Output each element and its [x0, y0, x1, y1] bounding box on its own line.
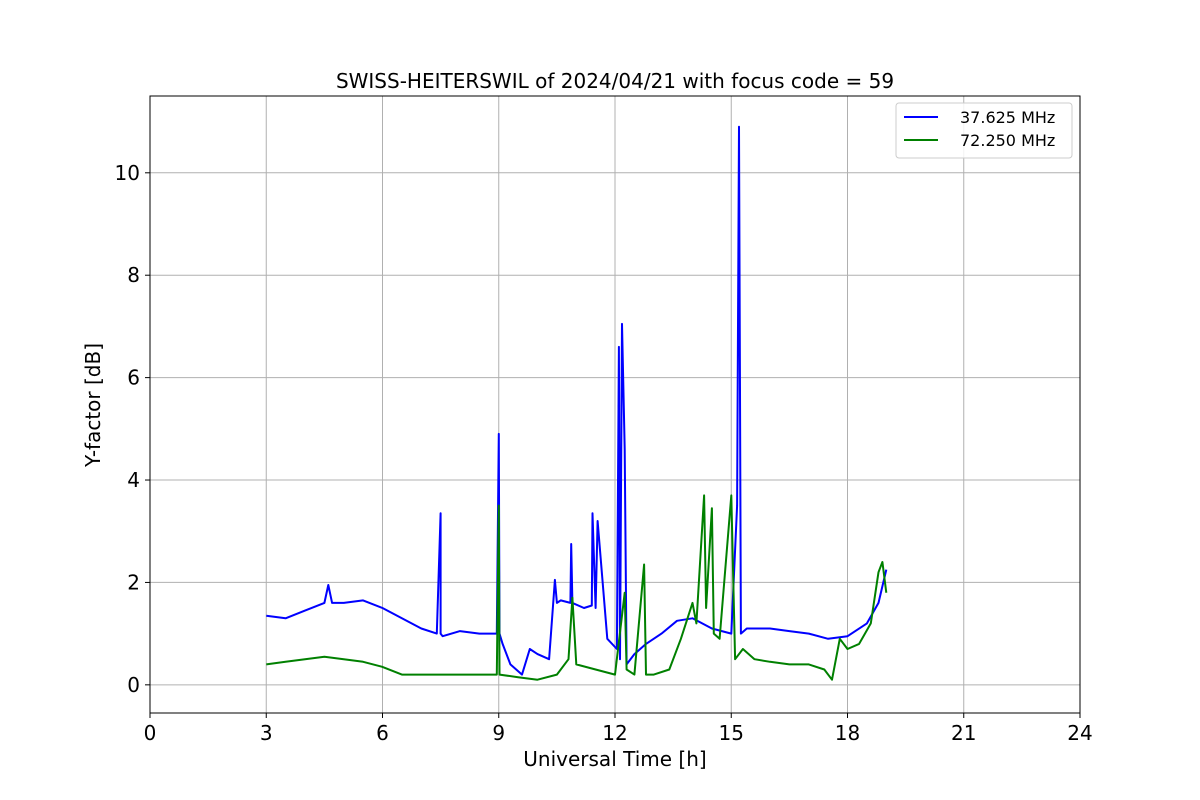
legend-label-37625: 37.625 MHz: [960, 108, 1055, 127]
y-axis: 0 2 4 6 8 10: [115, 161, 150, 697]
y-axis-label: Y-factor [dB]: [81, 343, 105, 468]
legend: 37.625 MHz 72.250 MHz: [895, 102, 1073, 159]
y-tick-label: 0: [127, 673, 140, 697]
x-tick-label: 15: [719, 721, 744, 745]
grid: [149, 96, 1081, 713]
series-line-0: [266, 125, 888, 676]
y-tick-label: 8: [127, 263, 140, 287]
x-tick-label: 12: [602, 721, 627, 745]
series-layer: [266, 125, 888, 681]
x-axis-label: Universal Time [h]: [523, 747, 706, 771]
x-tick-label: 21: [951, 721, 976, 745]
y-tick-label: 4: [127, 468, 140, 492]
legend-label-72250: 72.250 MHz: [960, 131, 1055, 150]
x-tick-label: 9: [492, 721, 505, 745]
legend-box: [895, 102, 1073, 159]
x-tick-label: 3: [260, 721, 273, 745]
x-tick-label: 0: [144, 721, 157, 745]
x-axis: 0 3 6 9 12 15 18 21 24: [144, 713, 1093, 745]
chart-title: SWISS-HEITERSWIL of 2024/04/21 with focu…: [336, 69, 894, 93]
x-tick-label: 24: [1067, 721, 1092, 745]
x-tick-label: 6: [376, 721, 389, 745]
y-tick-label: 2: [127, 570, 140, 594]
y-tick-label: 10: [115, 161, 140, 185]
x-tick-label: 18: [835, 721, 860, 745]
y-tick-label: 6: [127, 366, 140, 390]
series-line-1: [266, 494, 888, 681]
